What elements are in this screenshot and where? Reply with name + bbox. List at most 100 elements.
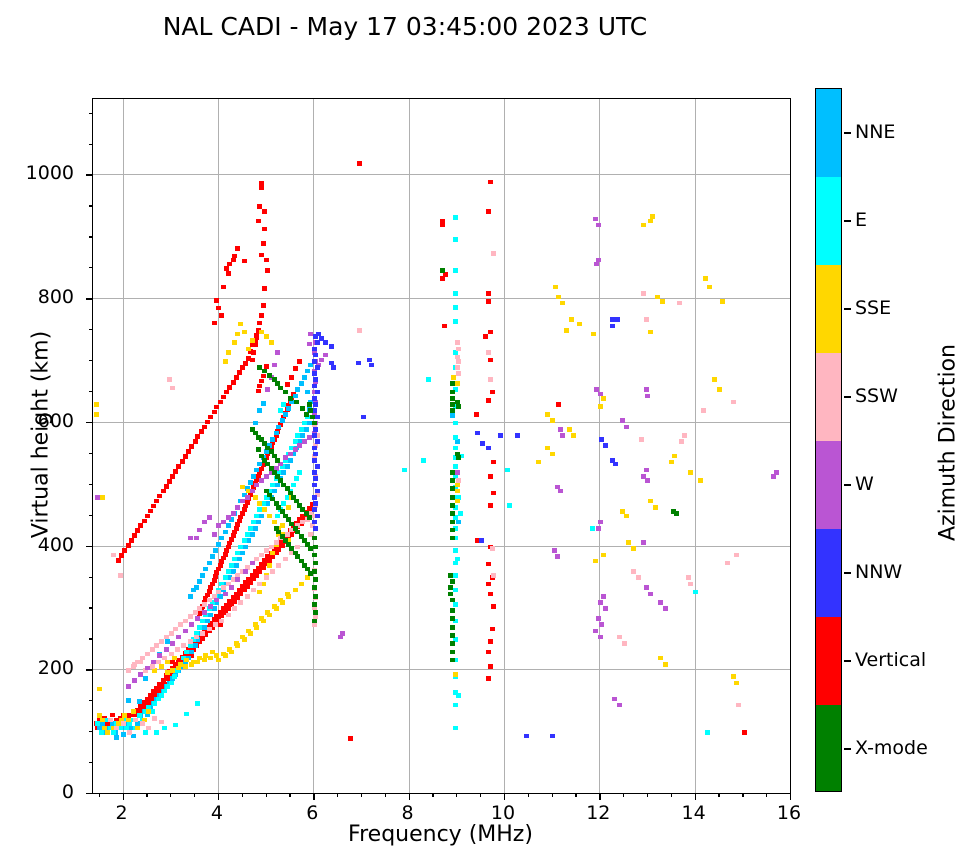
data-point — [254, 482, 260, 488]
data-point — [241, 329, 247, 335]
data-point — [189, 662, 195, 667]
data-point — [454, 451, 460, 457]
data-point — [449, 608, 455, 613]
data-point — [232, 253, 238, 259]
data-point — [305, 566, 311, 572]
data-point — [653, 504, 659, 510]
data-point — [219, 613, 225, 619]
data-point — [268, 465, 274, 471]
data-point — [178, 622, 184, 628]
data-point — [648, 329, 654, 335]
data-point — [266, 612, 272, 618]
data-point — [294, 399, 300, 405]
y-axis-tick — [89, 236, 93, 238]
data-point — [116, 558, 122, 563]
data-point — [613, 461, 619, 467]
data-point — [284, 532, 290, 537]
colorbar — [815, 88, 842, 792]
data-point — [254, 513, 260, 519]
data-point — [311, 396, 317, 401]
y-tick-label: 0 — [61, 781, 74, 803]
x-axis-tick — [742, 793, 744, 797]
data-point — [255, 328, 261, 333]
data-point — [314, 414, 320, 420]
data-point — [454, 470, 460, 475]
data-point — [165, 676, 171, 682]
data-point — [209, 554, 215, 560]
data-point — [452, 387, 458, 393]
data-point — [314, 433, 320, 438]
data-point — [449, 632, 455, 638]
data-point — [552, 284, 558, 290]
data-point — [121, 731, 126, 737]
data-point — [259, 378, 265, 384]
data-point — [146, 705, 152, 710]
data-point — [452, 702, 458, 708]
data-point — [295, 554, 301, 560]
data-point — [100, 721, 106, 727]
data-point — [448, 591, 454, 597]
gridline-horizontal — [93, 174, 790, 175]
data-point — [449, 649, 455, 655]
data-point — [100, 495, 106, 500]
data-point — [306, 506, 312, 511]
data-point — [104, 717, 110, 723]
data-point — [564, 328, 570, 333]
data-point — [122, 713, 128, 718]
data-point — [165, 639, 171, 644]
x-axis-tick — [599, 793, 601, 800]
data-point — [702, 276, 708, 281]
data-point — [589, 525, 595, 531]
data-point — [314, 365, 320, 370]
data-point — [259, 552, 265, 558]
y-axis-tick — [89, 390, 93, 393]
data-point — [232, 340, 238, 345]
data-point — [214, 570, 220, 576]
data-point — [276, 546, 282, 552]
data-point — [217, 622, 223, 628]
data-point — [264, 473, 270, 479]
data-point — [672, 453, 678, 459]
data-point — [247, 525, 253, 531]
data-point — [297, 358, 303, 364]
data-point — [610, 317, 616, 323]
data-point — [669, 459, 675, 465]
data-point — [214, 404, 220, 410]
data-point — [230, 257, 236, 263]
data-point — [316, 331, 322, 337]
data-point — [159, 663, 165, 669]
data-point — [473, 412, 479, 417]
data-point — [452, 657, 458, 663]
data-point — [254, 332, 260, 338]
data-point — [249, 337, 255, 343]
data-point — [131, 678, 137, 683]
data-point — [200, 636, 206, 641]
data-point — [257, 470, 263, 475]
data-point — [225, 606, 231, 611]
y-axis-tick — [86, 793, 93, 795]
data-point — [108, 717, 114, 723]
y-axis-tick — [89, 452, 93, 454]
data-point — [311, 368, 317, 374]
data-point — [705, 730, 711, 735]
x-axis-tick — [527, 793, 529, 797]
data-point — [278, 597, 284, 603]
data-point — [283, 455, 289, 461]
data-point — [260, 501, 266, 506]
data-point — [241, 637, 247, 642]
data-point — [356, 360, 362, 366]
data-point — [254, 572, 260, 578]
data-point — [264, 561, 270, 567]
data-point — [135, 707, 141, 713]
x-axis-tick — [575, 793, 577, 797]
data-point — [216, 589, 222, 595]
data-point — [599, 622, 605, 628]
data-point — [93, 402, 99, 407]
data-point — [452, 504, 458, 510]
gridline-horizontal — [93, 546, 790, 547]
data-point — [311, 495, 317, 500]
data-point — [279, 533, 285, 539]
data-point — [592, 558, 598, 564]
data-point — [600, 552, 606, 558]
data-point — [448, 572, 454, 578]
